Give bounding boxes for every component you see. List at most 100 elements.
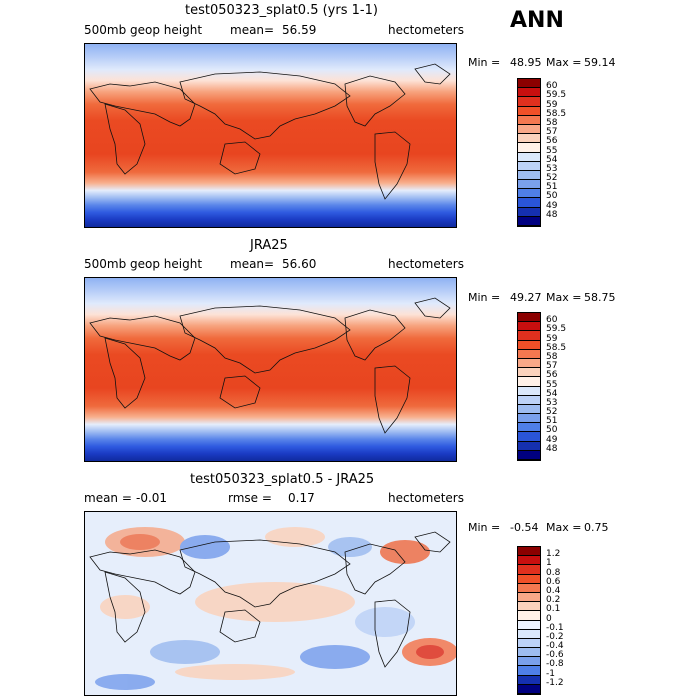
colorbar-swatch — [518, 313, 540, 323]
colorbar-tick-label: 55 — [546, 145, 558, 156]
colorbar-swatch — [518, 602, 540, 612]
colorbar-swatch — [518, 377, 540, 387]
panel2-units: hectometers — [388, 257, 464, 271]
colorbar-tick-label: 59 — [546, 333, 558, 344]
colorbar-tick-label: 55 — [546, 379, 558, 390]
colorbar-swatch — [518, 675, 540, 685]
colorbar-swatch — [518, 432, 540, 442]
panel1-title: test050323_splat0.5 (yrs 1-1) — [185, 3, 378, 18]
panel1-coastlines — [89, 63, 451, 200]
colorbar-tick-label: 60 — [546, 315, 558, 326]
colorbar-swatch — [518, 161, 540, 171]
panel2-title: JRA25 — [250, 238, 288, 253]
colorbar-swatch — [518, 556, 540, 566]
panel2-max-label: Max = — [546, 291, 582, 304]
colorbar-swatch — [518, 180, 540, 190]
colorbar-swatch — [518, 152, 540, 162]
colorbar-tick-label: 60 — [546, 81, 558, 92]
colorbar-tick-label: -0.2 — [546, 631, 564, 642]
colorbar-swatch — [518, 657, 540, 667]
panel3-difference-field — [89, 527, 456, 690]
panel2-colorbar — [517, 312, 541, 461]
colorbar-swatch — [518, 666, 540, 676]
season-label: ANN — [510, 8, 564, 33]
panel1-max-label: Max = — [546, 56, 582, 69]
colorbar-swatch — [518, 638, 540, 649]
colorbar-tick-label: 58.5 — [546, 108, 567, 119]
panel2-min-value: 49.27 — [510, 291, 542, 304]
colorbar-tick-label: 0.1 — [546, 604, 561, 615]
colorbar-swatch — [518, 124, 540, 135]
colorbar-swatch — [518, 358, 540, 369]
colorbar-swatch — [518, 574, 540, 584]
colorbar-tick-label: 0.4 — [546, 585, 561, 596]
panel1-min-value: 48.95 — [510, 56, 542, 69]
colorbar-tick-label: -0.8 — [546, 659, 564, 670]
panel3-title: test050323_splat0.5 - JRA25 — [190, 472, 375, 487]
colorbar-swatch — [518, 106, 540, 116]
colorbar-swatch — [518, 423, 540, 433]
panel3-rmse-value: 0.17 — [288, 491, 315, 505]
colorbar-swatch — [518, 386, 540, 396]
panel3-min-label: Min = — [468, 521, 501, 534]
panel3-max-label: Max = — [546, 521, 582, 534]
colorbar-tick-label: 58 — [546, 117, 558, 128]
colorbar-tick-label: 48 — [546, 209, 558, 220]
colorbar-tick-label: 51 — [546, 182, 558, 193]
colorbar-tick-label: 58 — [546, 351, 558, 362]
colorbar-tick-label: 0.6 — [546, 576, 561, 587]
panel1-units: hectometers — [388, 23, 464, 37]
colorbar-swatch — [518, 565, 540, 575]
colorbar-tick-label: -1.2 — [546, 677, 564, 688]
colorbar-tick-label: -0.1 — [546, 622, 564, 633]
colorbar-tick-label: 0.8 — [546, 567, 561, 578]
panel3-rmse-label: rmse = — [228, 491, 272, 505]
colorbar-swatch — [518, 97, 540, 107]
colorbar-tick-label: 1.2 — [546, 549, 561, 560]
panel1-min-label: Min = — [468, 56, 501, 69]
colorbar-swatch — [518, 620, 540, 630]
panel3-map — [84, 511, 457, 696]
colorbar-swatch — [518, 450, 540, 460]
colorbar-swatch — [518, 414, 540, 424]
colorbar-swatch — [518, 189, 540, 199]
colorbar-swatch — [518, 134, 540, 144]
colorbar-swatch — [518, 322, 540, 332]
colorbar-tick-label: 54 — [546, 154, 558, 165]
colorbar-swatch — [518, 441, 540, 451]
colorbar-swatch — [518, 368, 540, 378]
colorbar-swatch — [518, 198, 540, 208]
panel2-variable-label: 500mb geop height — [84, 257, 203, 271]
colorbar-tick-label: -1 — [546, 668, 555, 679]
colorbar-tick-label: 52 — [546, 173, 558, 184]
panel2-map — [84, 277, 457, 462]
colorbar-tick-label: -0.6 — [546, 650, 564, 661]
colorbar-tick-label: -0.4 — [546, 641, 564, 652]
colorbar-tick-label: 49 — [546, 200, 558, 211]
colorbar-tick-label: 58.5 — [546, 342, 567, 353]
panel2-coastlines — [89, 297, 451, 434]
colorbar-tick-label: 59 — [546, 99, 558, 110]
colorbar-tick-label: 59.5 — [546, 90, 567, 101]
panel1-variable-label: 500mb geop height — [84, 23, 203, 37]
colorbar-tick-label: 0.2 — [546, 595, 561, 606]
colorbar-swatch — [518, 349, 540, 359]
colorbar-swatch — [518, 143, 540, 153]
panel3-colorbar — [517, 546, 541, 695]
panel3-units: hectometers — [388, 491, 464, 505]
panel2-mean-label: mean= — [230, 257, 275, 271]
colorbar-swatch — [518, 79, 540, 89]
colorbar-swatch — [518, 648, 540, 658]
panel1-mean-label: mean= — [230, 23, 275, 37]
panel1-mean-value: 56.59 — [282, 23, 317, 37]
colorbar-swatch — [518, 170, 540, 181]
panel3-max-value: 0.75 — [584, 521, 609, 534]
colorbar-swatch — [518, 629, 540, 639]
colorbar-swatch — [518, 592, 540, 603]
colorbar-swatch — [518, 207, 540, 217]
colorbar-swatch — [518, 547, 540, 557]
colorbar-tick-label: 53 — [546, 397, 558, 408]
panel1-map — [84, 43, 457, 228]
colorbar-tick-label: 51 — [546, 416, 558, 427]
colorbar-tick-label: 57 — [546, 127, 558, 138]
